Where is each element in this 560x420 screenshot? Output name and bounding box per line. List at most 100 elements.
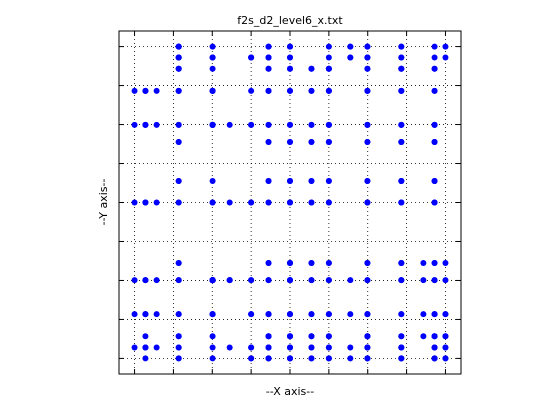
x-axis-label: --X axis-- xyxy=(266,385,314,398)
data-point xyxy=(209,121,216,128)
data-point xyxy=(209,333,216,340)
data-point xyxy=(248,355,255,362)
data-point xyxy=(420,259,427,266)
data-point xyxy=(175,259,182,266)
data-point xyxy=(265,277,272,284)
data-point xyxy=(308,259,315,266)
data-point xyxy=(287,259,293,266)
data-point xyxy=(175,344,182,351)
data-point xyxy=(265,259,272,266)
data-point xyxy=(209,355,216,362)
data-point xyxy=(325,177,332,184)
data-point xyxy=(420,333,427,340)
data-point xyxy=(142,87,149,94)
data-point xyxy=(142,311,149,318)
data-point xyxy=(442,277,449,284)
data-point xyxy=(325,199,332,206)
data-point xyxy=(442,43,449,50)
data-point xyxy=(131,199,138,206)
data-point xyxy=(442,311,449,318)
data-point xyxy=(287,65,293,72)
data-point xyxy=(175,333,182,340)
data-point xyxy=(398,311,405,318)
data-point xyxy=(287,355,293,362)
data-point xyxy=(420,277,427,284)
data-point xyxy=(175,65,182,72)
data-point xyxy=(248,54,255,61)
data-point xyxy=(431,177,438,184)
data-point xyxy=(364,43,371,50)
data-point xyxy=(431,54,438,61)
data-point xyxy=(265,311,272,318)
data-point xyxy=(364,355,371,362)
y-axis-label: --Y axis-- xyxy=(97,179,110,226)
data-point xyxy=(431,344,438,351)
data-point xyxy=(265,355,272,362)
data-point xyxy=(248,344,255,351)
data-point xyxy=(248,121,255,128)
data-point xyxy=(398,333,405,340)
data-point xyxy=(131,87,138,94)
data-point xyxy=(325,54,332,61)
data-point xyxy=(442,344,449,351)
data-point xyxy=(442,333,449,340)
data-point xyxy=(248,311,255,318)
data-point xyxy=(287,139,293,146)
data-point xyxy=(431,199,438,206)
data-point xyxy=(287,333,293,340)
data-point xyxy=(431,259,438,266)
data-point xyxy=(364,259,371,266)
data-point xyxy=(347,355,354,362)
data-point xyxy=(265,121,272,128)
data-point xyxy=(431,87,438,94)
data-point xyxy=(153,87,160,94)
data-point xyxy=(398,65,405,72)
data-point xyxy=(364,121,371,128)
data-point xyxy=(287,43,293,50)
data-point xyxy=(398,177,405,184)
data-point xyxy=(398,199,405,206)
data-point xyxy=(131,311,138,318)
data-point xyxy=(209,344,216,351)
data-point xyxy=(325,65,332,72)
data-point xyxy=(153,121,160,128)
data-point xyxy=(325,311,332,318)
data-point xyxy=(364,65,371,72)
data-point xyxy=(398,54,405,61)
data-point xyxy=(265,43,272,50)
data-point xyxy=(175,139,182,146)
data-point xyxy=(347,344,354,351)
data-point xyxy=(287,177,293,184)
data-point xyxy=(308,333,315,340)
data-point xyxy=(442,355,449,362)
data-point xyxy=(265,87,272,94)
data-point xyxy=(398,277,405,284)
data-point xyxy=(142,344,149,351)
data-point xyxy=(209,311,216,318)
chart-title: f2s_d2_level6_x.txt xyxy=(237,14,343,27)
data-point xyxy=(287,87,293,94)
data-point xyxy=(431,121,438,128)
data-point xyxy=(265,65,272,72)
data-point xyxy=(175,43,182,50)
data-point xyxy=(308,87,315,94)
data-point xyxy=(420,311,427,318)
data-point xyxy=(398,355,405,362)
data-point xyxy=(248,199,255,206)
data-point xyxy=(175,87,182,94)
data-point xyxy=(209,277,216,284)
data-point xyxy=(209,43,216,50)
data-point xyxy=(442,259,449,266)
data-point xyxy=(142,199,149,206)
data-point xyxy=(287,344,293,351)
data-point xyxy=(175,177,182,184)
data-point xyxy=(325,121,332,128)
data-point xyxy=(209,199,216,206)
data-point xyxy=(265,177,272,184)
data-point xyxy=(308,65,315,72)
data-point xyxy=(308,311,315,318)
data-point xyxy=(265,199,272,206)
data-point xyxy=(153,199,160,206)
data-point xyxy=(287,54,293,61)
